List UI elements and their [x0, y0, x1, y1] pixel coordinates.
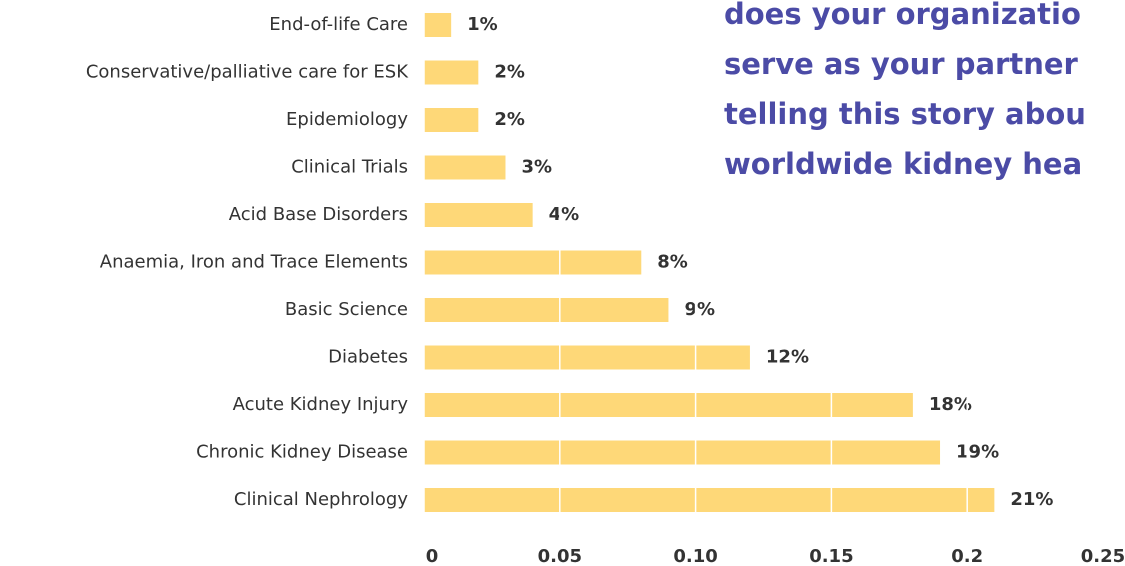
category-label: Anaemia, Iron and Trace Elements — [100, 252, 408, 273]
data-label: 8% — [657, 252, 688, 273]
category-label: Conservative/palliative care for ESK — [86, 62, 409, 83]
x-tick-label: 0.2 — [951, 546, 983, 566]
category-label: Acid Base Disorders — [229, 204, 408, 225]
x-tick-label: 0.25 — [1081, 546, 1125, 566]
x-tick-label: 0.10 — [673, 546, 717, 566]
data-label: 4% — [549, 204, 580, 225]
bar — [424, 440, 941, 465]
data-label: 3% — [521, 157, 552, 178]
bar — [424, 203, 533, 227]
bar — [424, 298, 669, 322]
category-label: Acute Kidney Injury — [233, 394, 409, 415]
data-label: 19% — [956, 442, 999, 463]
annotation: worldwide kidney hea — [724, 147, 1082, 181]
data-label: 1% — [467, 14, 498, 35]
category-label: Chronic Kidney Disease — [196, 442, 408, 463]
category-label: End-of-life Care — [269, 14, 408, 35]
data-label: 2% — [494, 109, 525, 130]
bar — [424, 108, 479, 132]
annotation: telling this story abou — [724, 97, 1086, 131]
data-label: 2% — [494, 62, 525, 83]
annotation: does your organizatio — [724, 0, 1081, 31]
category-label: Clinical Nephrology — [234, 489, 408, 510]
category-label: Clinical Trials — [291, 157, 408, 178]
category-label: Basic Science — [285, 299, 408, 320]
x-tick-label: 0 — [426, 546, 439, 566]
bar — [424, 60, 479, 85]
category-label: Diabetes — [328, 347, 408, 368]
data-label: 12% — [766, 347, 809, 368]
bar — [424, 250, 642, 275]
category-label: Epidemiology — [286, 109, 408, 130]
bar — [424, 13, 452, 37]
bar — [424, 345, 750, 370]
bar — [424, 155, 506, 180]
x-tick-label: 0.05 — [538, 546, 582, 566]
bar — [424, 393, 913, 417]
data-label: 18% — [929, 394, 972, 415]
data-label: 9% — [684, 299, 715, 320]
x-tick-label: 0.15 — [809, 546, 853, 566]
bar — [424, 488, 995, 512]
annotation: serve as your partner — [724, 47, 1079, 81]
data-label: 21% — [1010, 489, 1053, 510]
